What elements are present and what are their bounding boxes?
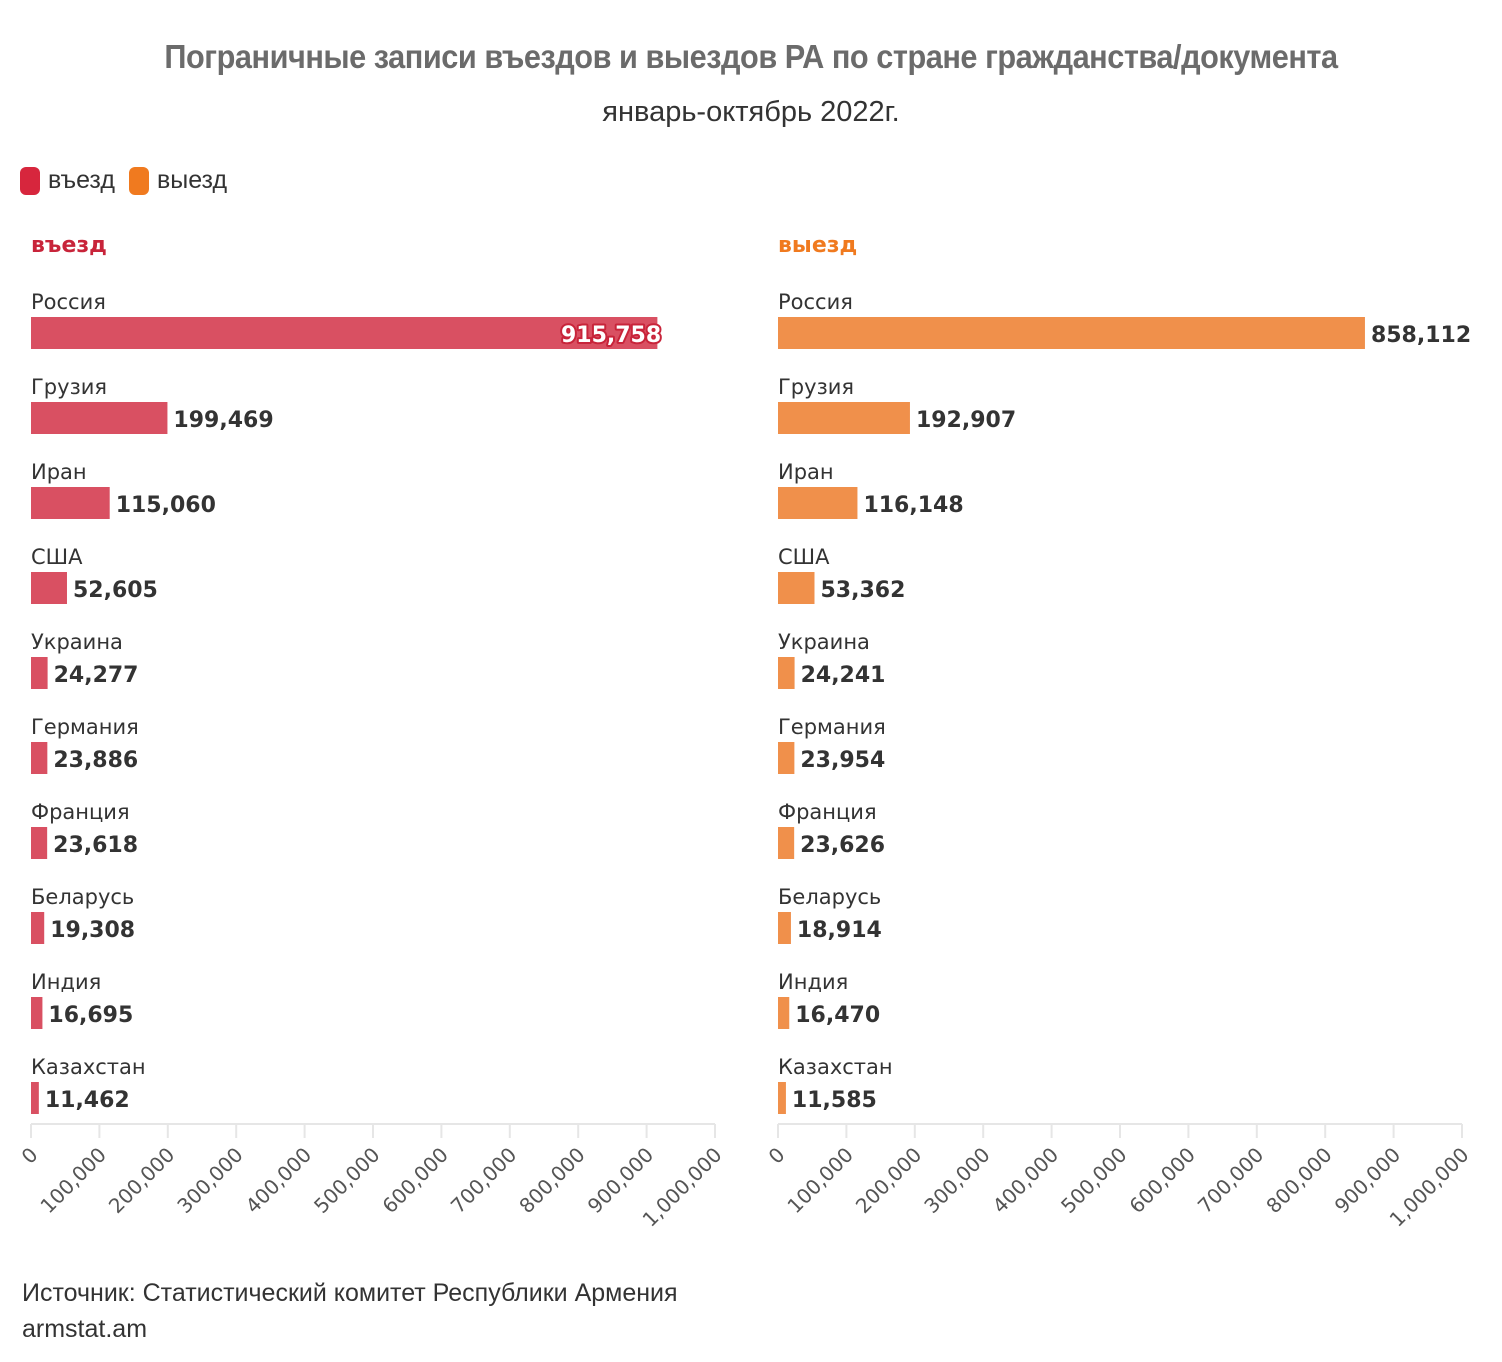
category-label-entry: Франция bbox=[31, 800, 130, 824]
value-label-entry: 16,695 bbox=[48, 1003, 133, 1028]
category-label-exit: Украина bbox=[778, 630, 870, 654]
value-label-entry: 23,886 bbox=[53, 748, 138, 773]
bar-exit[interactable] bbox=[778, 572, 815, 604]
value-label-exit: 192,907 bbox=[916, 408, 1016, 433]
value-label-exit: 11,585 bbox=[792, 1088, 877, 1113]
value-label-entry: 19,308 bbox=[50, 918, 135, 943]
bar-entry[interactable] bbox=[31, 997, 43, 1029]
value-label-exit: 23,626 bbox=[800, 833, 885, 858]
category-label-exit: Россия bbox=[778, 290, 853, 314]
bar-exit[interactable] bbox=[778, 317, 1365, 349]
x-tick-label-entry: 600,000 bbox=[377, 1143, 452, 1218]
legend-label-entry: въезд bbox=[48, 166, 115, 194]
legend-swatch-entry bbox=[20, 166, 40, 195]
legend: въезд выезд bbox=[20, 166, 241, 195]
category-label-exit: Германия bbox=[778, 715, 886, 739]
value-label-exit: 24,241 bbox=[801, 663, 886, 688]
x-tick-label-entry: 100,000 bbox=[35, 1143, 110, 1218]
category-label-entry: Иран bbox=[31, 460, 87, 484]
panel-title-entry: въезд bbox=[31, 233, 107, 258]
x-tick-label-exit: 200,000 bbox=[851, 1143, 926, 1218]
bar-entry[interactable] bbox=[31, 742, 48, 774]
x-tick-label-exit: 800,000 bbox=[1261, 1143, 1336, 1218]
value-label-exit: 858,112 bbox=[1371, 323, 1471, 348]
x-tick-label-exit: 700,000 bbox=[1193, 1143, 1268, 1218]
x-tick-label-entry: 300,000 bbox=[172, 1143, 247, 1218]
x-tick-label-exit: 600,000 bbox=[1124, 1143, 1199, 1218]
x-tick-label-entry: 700,000 bbox=[446, 1143, 521, 1218]
category-label-entry: Индия bbox=[31, 970, 101, 994]
category-label-entry: Казахстан bbox=[31, 1055, 146, 1079]
value-label-exit: 116,148 bbox=[863, 493, 963, 518]
category-label-entry: США bbox=[31, 545, 83, 569]
category-label-entry: Беларусь bbox=[31, 885, 134, 909]
bar-exit[interactable] bbox=[778, 487, 858, 519]
value-label-entry: 915,758 bbox=[561, 323, 661, 348]
bar-exit[interactable] bbox=[778, 997, 790, 1029]
value-label-entry: 23,618 bbox=[53, 833, 138, 858]
value-label-exit: 16,470 bbox=[795, 1003, 880, 1028]
bar-exit[interactable] bbox=[778, 742, 795, 774]
bar-entry[interactable] bbox=[31, 1082, 39, 1114]
value-label-entry: 24,277 bbox=[54, 663, 139, 688]
category-label-exit: Индия bbox=[778, 970, 848, 994]
bar-entry[interactable] bbox=[31, 402, 168, 434]
legend-item-exit[interactable]: выезд bbox=[128, 166, 228, 195]
category-label-exit: Франция bbox=[778, 800, 877, 824]
bar-entry[interactable] bbox=[31, 487, 110, 519]
category-label-exit: Грузия bbox=[778, 375, 854, 399]
bar-entry[interactable] bbox=[31, 827, 48, 859]
bar-entry[interactable] bbox=[31, 657, 48, 689]
x-tick-label-exit: 0 bbox=[764, 1143, 790, 1169]
value-label-entry: 115,060 bbox=[116, 493, 216, 518]
value-label-entry: 11,462 bbox=[45, 1088, 130, 1113]
category-label-exit: Иран bbox=[778, 460, 834, 484]
category-label-entry: Украина bbox=[31, 630, 123, 654]
category-label-entry: Россия bbox=[31, 290, 106, 314]
x-tick-label-entry: 500,000 bbox=[309, 1143, 384, 1218]
bar-entry[interactable] bbox=[31, 912, 45, 944]
source-site[interactable]: armstat.am bbox=[22, 1315, 148, 1343]
value-label-entry: 52,605 bbox=[73, 578, 158, 603]
value-label-exit: 18,914 bbox=[797, 918, 882, 943]
x-tick-label-exit: 500,000 bbox=[1056, 1143, 1131, 1218]
panel-title-exit: выезд bbox=[778, 233, 858, 258]
bar-entry[interactable] bbox=[31, 572, 67, 604]
x-tick-label-entry: 800,000 bbox=[514, 1143, 589, 1218]
legend-label-exit: выезд bbox=[156, 166, 228, 194]
legend-swatch-exit bbox=[128, 166, 149, 195]
category-label-entry: Грузия bbox=[31, 375, 107, 399]
bar-entry[interactable] bbox=[31, 317, 658, 349]
bar-exit[interactable] bbox=[778, 402, 910, 434]
source-text: Источник: Статистический комитет Республ… bbox=[22, 1279, 678, 1307]
x-tick-label-exit: 100,000 bbox=[782, 1143, 857, 1218]
bar-exit[interactable] bbox=[778, 1082, 786, 1114]
x-tick-label-entry: 200,000 bbox=[104, 1143, 179, 1218]
chart-subtitle: январь-октябрь 2022г. bbox=[602, 96, 900, 128]
value-label-entry: 199,469 bbox=[173, 408, 273, 433]
category-label-exit: Казахстан bbox=[778, 1055, 893, 1079]
bar-exit[interactable] bbox=[778, 912, 791, 944]
chart-title: Пограничные записи въездов и выездов РА … bbox=[164, 38, 1338, 75]
value-label-exit: 53,362 bbox=[820, 578, 905, 603]
x-tick-label-entry: 400,000 bbox=[241, 1143, 316, 1218]
legend-item-entry[interactable]: въезд bbox=[20, 166, 115, 195]
category-label-exit: Беларусь bbox=[778, 885, 881, 909]
source-note: Источник: Статистический комитет Республ… bbox=[22, 1275, 678, 1347]
category-label-entry: Германия bbox=[31, 715, 139, 739]
bar-exit[interactable] bbox=[778, 827, 795, 859]
x-tick-label-exit: 300,000 bbox=[919, 1143, 994, 1218]
x-tick-label-exit: 400,000 bbox=[988, 1143, 1063, 1218]
value-label-exit: 23,954 bbox=[800, 748, 885, 773]
x-tick-label-entry: 0 bbox=[17, 1143, 43, 1169]
bar-exit[interactable] bbox=[778, 657, 795, 689]
category-label-exit: США bbox=[778, 545, 830, 569]
